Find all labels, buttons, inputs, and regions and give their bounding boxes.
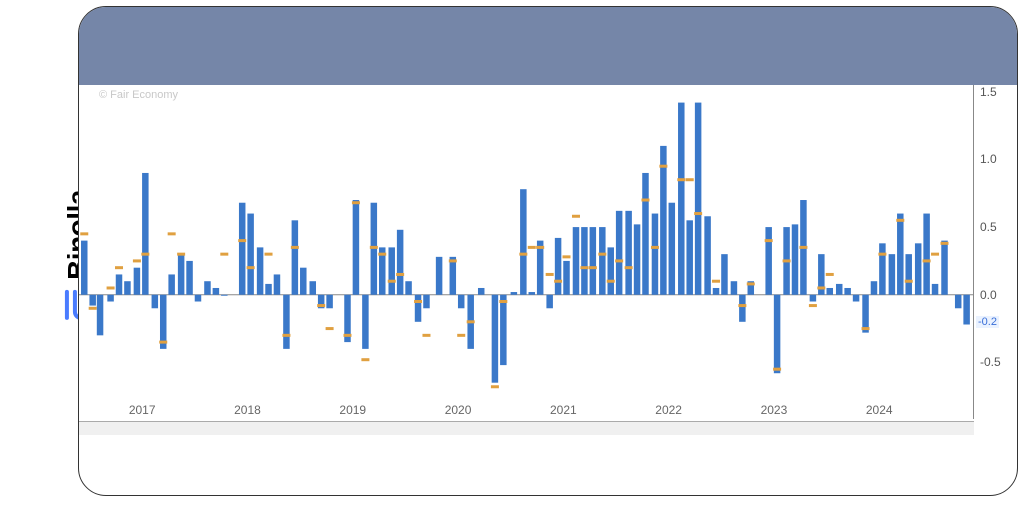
x-tick-label: 2022: [655, 403, 682, 417]
header-band: [79, 7, 1017, 85]
copyright-text: © Fair Economy: [99, 89, 178, 101]
y-tick-label: 1.5: [980, 85, 997, 99]
chart-area: © Fair Economy: [79, 85, 1017, 425]
y-tick-label: -0.5: [980, 355, 1001, 369]
y-tick-label: 1.0: [980, 152, 997, 166]
x-tick-label: 2024: [866, 403, 893, 417]
x-tick-label: 2019: [339, 403, 366, 417]
x-tick-label: 2021: [550, 403, 577, 417]
x-tick-label: 2018: [234, 403, 261, 417]
chart-panel: © Fair Economy 2017201820192020202120222…: [78, 6, 1018, 496]
bar-chart: [79, 85, 974, 403]
y-tick-label: 0.0: [980, 288, 997, 302]
x-axis-labels: 2017 2018 2019 2020 2021 2022 2023 2024: [79, 403, 974, 419]
x-axis-band: [79, 421, 974, 435]
y-tick-label: 0.5: [980, 220, 997, 234]
x-tick-label: 2023: [761, 403, 788, 417]
y-current-value: -0.2: [976, 316, 999, 328]
y-axis-scale: -0.5 0.0 0.5 1.0 1.5 -0.2: [973, 85, 1017, 419]
x-tick-label: 2020: [445, 403, 472, 417]
x-tick-label: 2017: [129, 403, 156, 417]
